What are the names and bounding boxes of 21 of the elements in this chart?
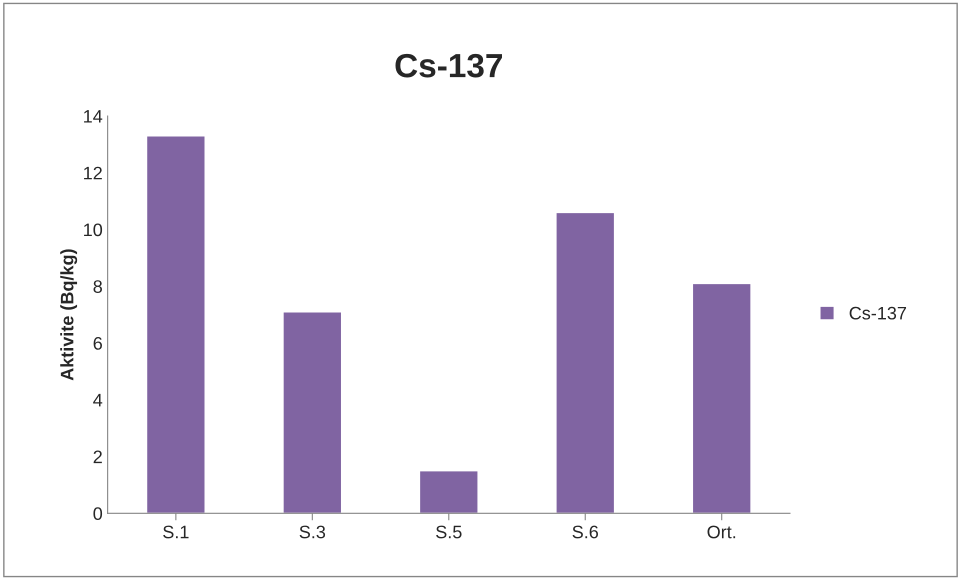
y-axis-title: Aktivite (Bq/kg) bbox=[60, 249, 78, 380]
x-tick-label: S.6 bbox=[572, 526, 598, 538]
bar bbox=[146, 135, 206, 514]
y-tick-label: 0 bbox=[93, 507, 102, 520]
bar bbox=[692, 282, 752, 514]
bar bbox=[418, 470, 479, 514]
x-tick-label: S.3 bbox=[300, 526, 326, 538]
x-tick-label: S.5 bbox=[436, 526, 462, 538]
y-tick-label: 14 bbox=[84, 110, 102, 123]
x-tick-label: S.1 bbox=[163, 526, 189, 538]
y-tick-label: 2 bbox=[94, 450, 102, 464]
chart-title: Cs-137 bbox=[396, 54, 502, 78]
y-tick-label: 8 bbox=[94, 280, 102, 293]
bar bbox=[555, 212, 616, 514]
y-tick-label: 10 bbox=[84, 223, 102, 236]
x-tick-label: Ort. bbox=[708, 526, 736, 538]
legend-label: Cs-137 bbox=[850, 306, 906, 320]
y-tick-label: 12 bbox=[84, 166, 102, 180]
y-tick-label: 4 bbox=[93, 394, 102, 406]
y-tick-label: 6 bbox=[94, 336, 102, 350]
bar bbox=[282, 311, 342, 514]
